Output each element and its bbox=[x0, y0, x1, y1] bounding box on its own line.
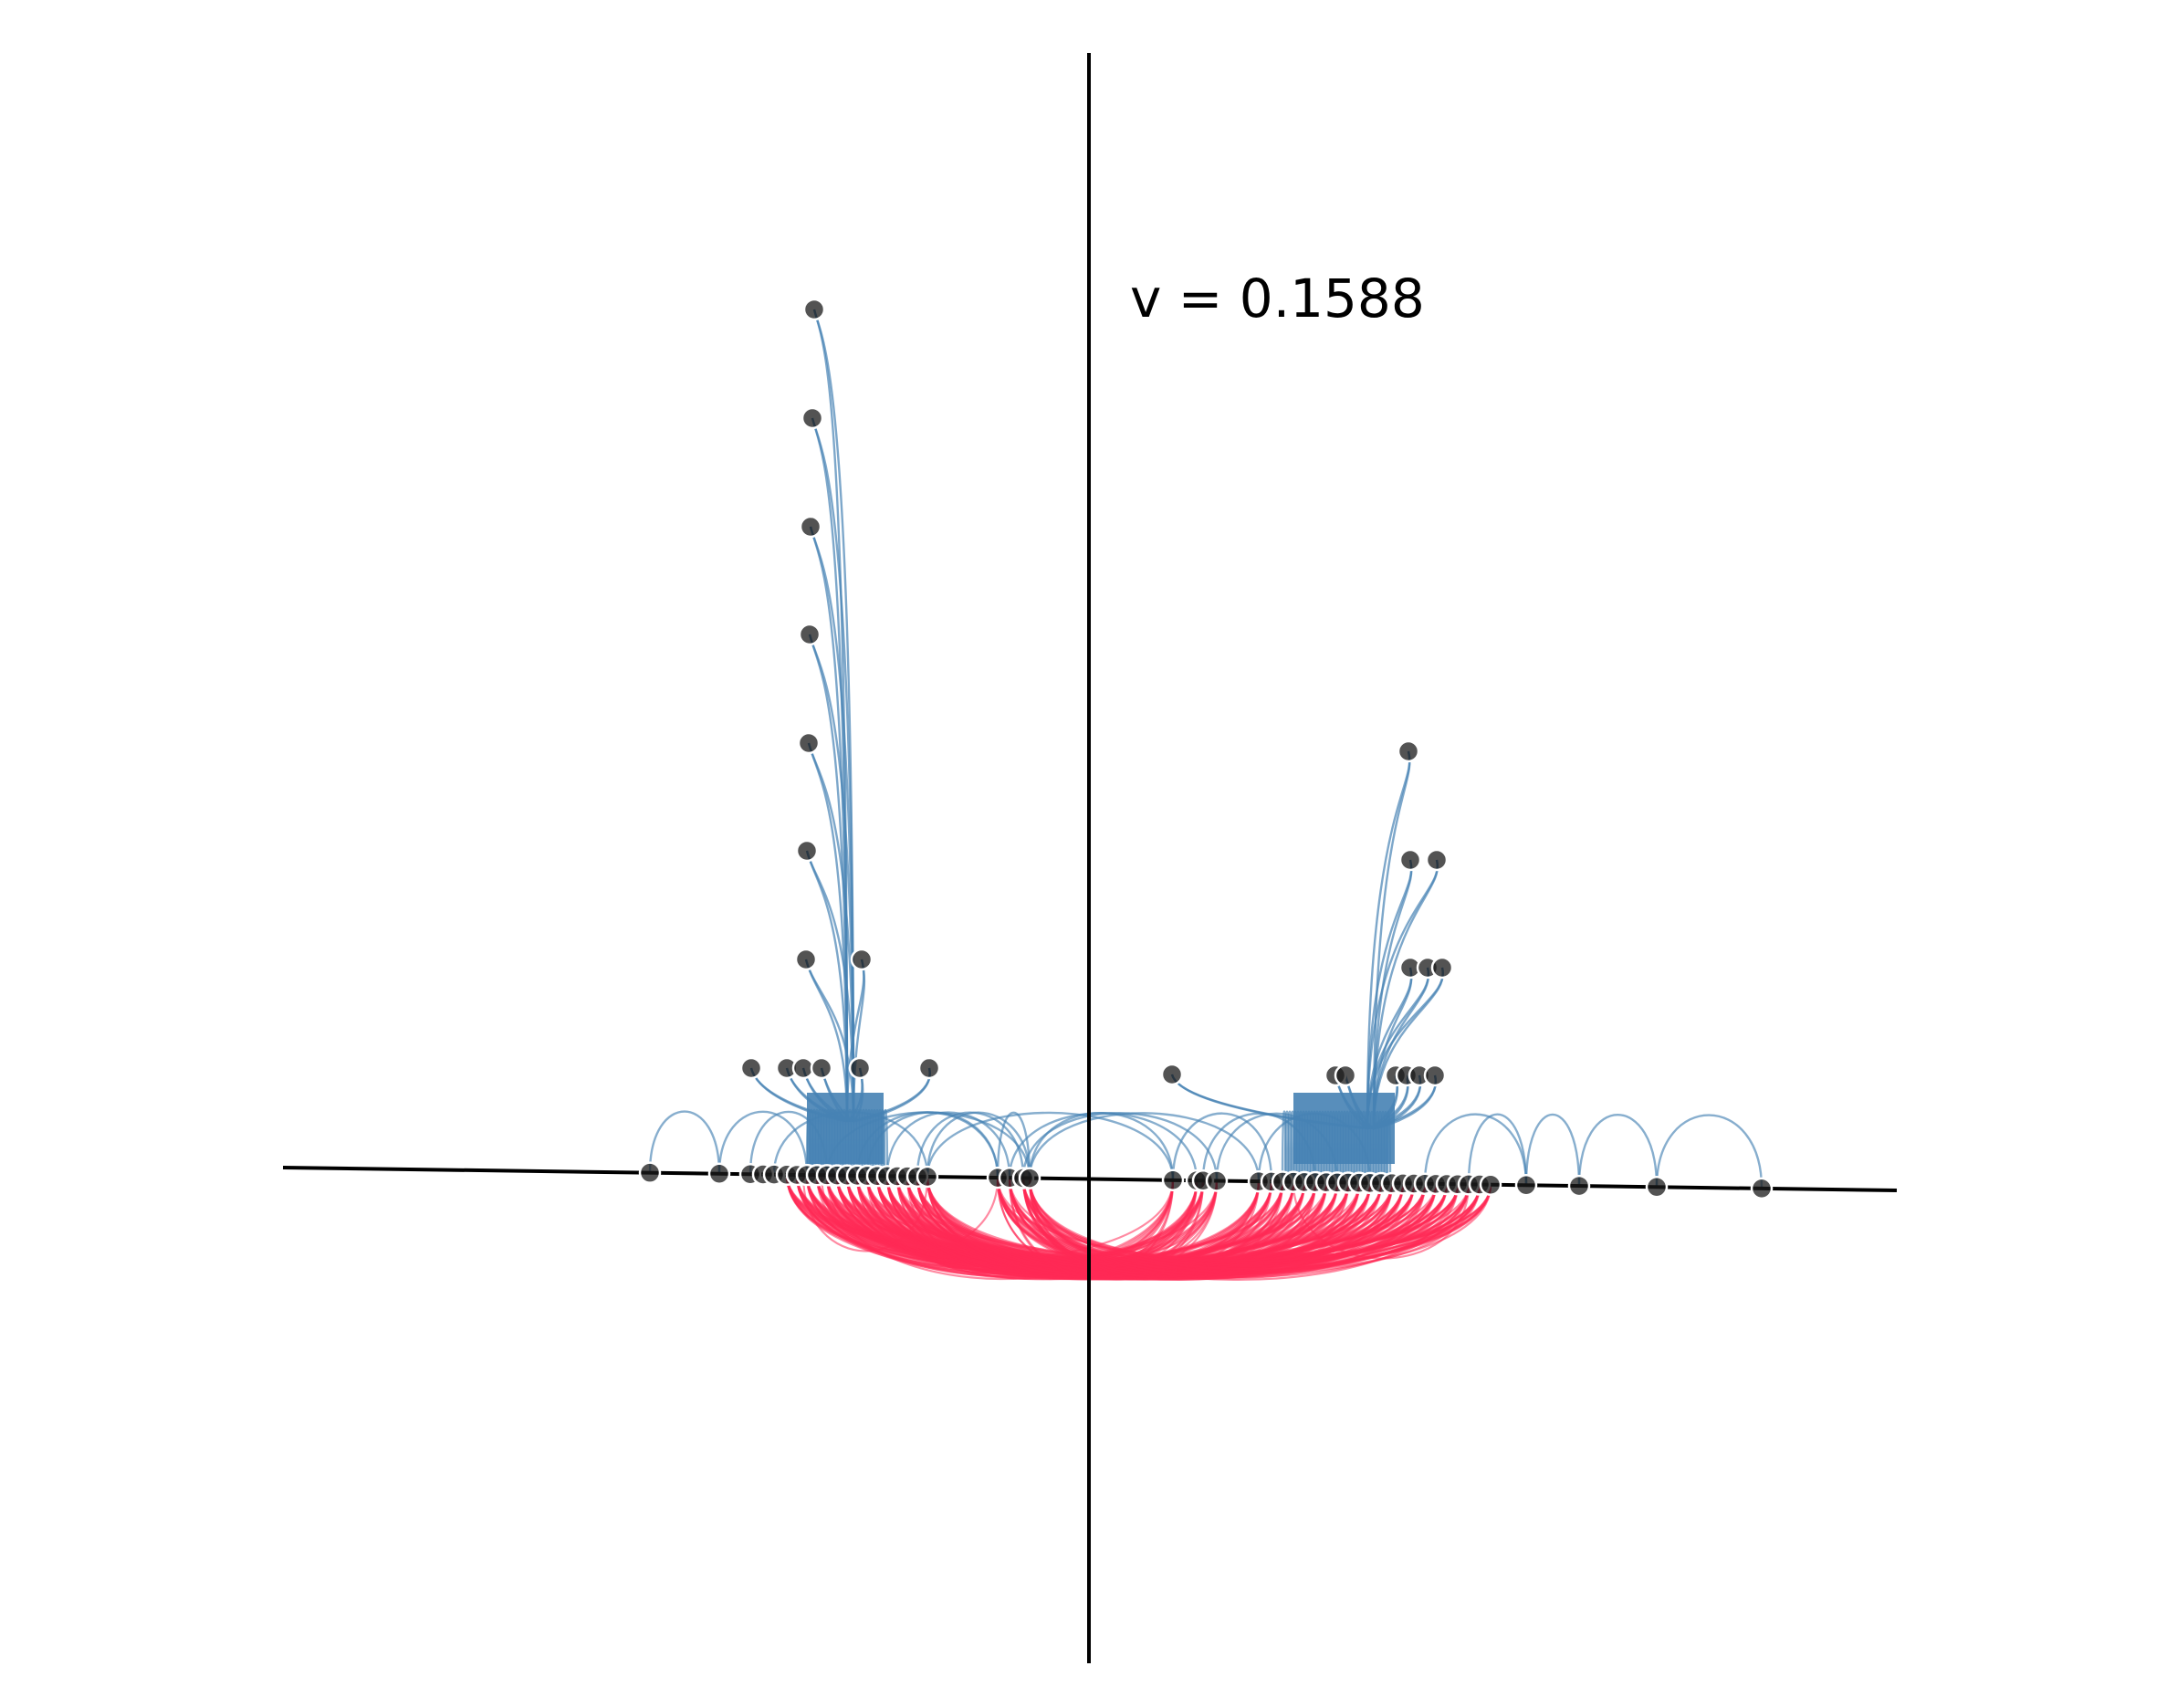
upper-stem bbox=[1366, 750, 1411, 1128]
dense-arc-block bbox=[807, 1093, 884, 1164]
upper-arc bbox=[1655, 1114, 1764, 1189]
upper-node bbox=[1398, 848, 1422, 872]
upper-node bbox=[848, 1056, 872, 1080]
axis-node bbox=[1205, 1169, 1229, 1192]
upper-stem bbox=[852, 959, 866, 1121]
upper-arc bbox=[1577, 1113, 1659, 1188]
upper-arc bbox=[1423, 1113, 1528, 1186]
upper-node bbox=[739, 1056, 763, 1080]
lower-arc bbox=[820, 1175, 1000, 1253]
upper-arc bbox=[885, 1111, 1011, 1179]
upper-stem bbox=[809, 526, 855, 1121]
upper-node bbox=[799, 515, 822, 539]
upper-arc bbox=[1028, 1112, 1261, 1182]
upper-stem bbox=[804, 959, 855, 1121]
upper-stem bbox=[1366, 967, 1444, 1128]
upper-node bbox=[797, 731, 821, 755]
axis-node bbox=[1645, 1176, 1669, 1199]
axis-node bbox=[1514, 1174, 1538, 1197]
upper-node bbox=[798, 623, 822, 646]
axis-node bbox=[638, 1161, 662, 1184]
upper-arc bbox=[648, 1110, 721, 1174]
upper-arc bbox=[996, 1111, 1031, 1179]
upper-node bbox=[1423, 1064, 1447, 1087]
upper-node bbox=[1425, 848, 1449, 872]
axis-node bbox=[916, 1165, 939, 1189]
upper-stem bbox=[1366, 859, 1413, 1128]
lower-arc bbox=[1028, 1178, 1219, 1256]
upper-stem bbox=[1366, 859, 1439, 1128]
node-layer bbox=[638, 298, 1774, 1200]
upper-arc bbox=[1524, 1113, 1581, 1187]
upper-node bbox=[850, 948, 874, 971]
lower-arc bbox=[1028, 1178, 1284, 1278]
lower-arc bbox=[1292, 1181, 1471, 1260]
upper-arc bbox=[1171, 1112, 1273, 1182]
upper-node bbox=[802, 298, 826, 321]
axis-node bbox=[1479, 1173, 1502, 1196]
upper-node bbox=[791, 1056, 815, 1080]
upper-node bbox=[917, 1056, 941, 1080]
lower-arc bbox=[801, 1175, 929, 1252]
upper-node bbox=[1397, 739, 1420, 763]
lower-arc bbox=[1008, 1178, 1205, 1281]
lower-arc bbox=[996, 1178, 1198, 1256]
upper-arc bbox=[926, 1111, 1175, 1180]
lower-arc-layer bbox=[785, 1174, 1492, 1282]
upper-node bbox=[801, 406, 824, 430]
upper-node bbox=[794, 948, 818, 971]
upper-node bbox=[1334, 1064, 1357, 1087]
axis-node bbox=[1161, 1168, 1185, 1192]
upper-arc bbox=[1467, 1113, 1528, 1186]
lower-arc bbox=[1008, 1178, 1350, 1281]
axis-node bbox=[1750, 1177, 1774, 1200]
axis-node bbox=[1567, 1174, 1591, 1198]
v-value-label: v = 0.1588 bbox=[1130, 267, 1425, 330]
upper-arc bbox=[916, 1111, 1025, 1179]
lower-arc bbox=[996, 1178, 1219, 1278]
dense-arc-block bbox=[1293, 1093, 1395, 1164]
upper-stem bbox=[807, 742, 855, 1121]
axis-node bbox=[707, 1162, 731, 1186]
upper-stem bbox=[805, 850, 849, 1121]
lower-arc bbox=[1028, 1178, 1205, 1270]
upper-arc bbox=[717, 1110, 809, 1176]
lower-arc bbox=[885, 1176, 1284, 1281]
upper-node bbox=[1160, 1063, 1184, 1086]
upper-node bbox=[795, 839, 819, 863]
axis-node bbox=[1018, 1167, 1041, 1189]
upper-node bbox=[1430, 956, 1454, 980]
upper-node bbox=[810, 1056, 833, 1080]
lower-arc bbox=[905, 1176, 1175, 1278]
